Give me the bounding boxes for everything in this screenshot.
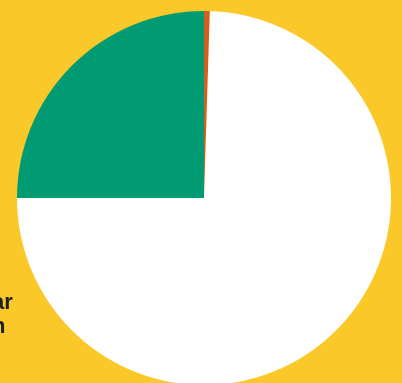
cropped-text-line-1: ar (0, 289, 13, 314)
pie-slice-3 (17, 11, 204, 198)
cropped-text-line-2: n (0, 313, 5, 339)
pie-slices (17, 10, 391, 383)
pie-slice-2 (17, 11, 391, 383)
pie-slice-1 (204, 10, 210, 199)
